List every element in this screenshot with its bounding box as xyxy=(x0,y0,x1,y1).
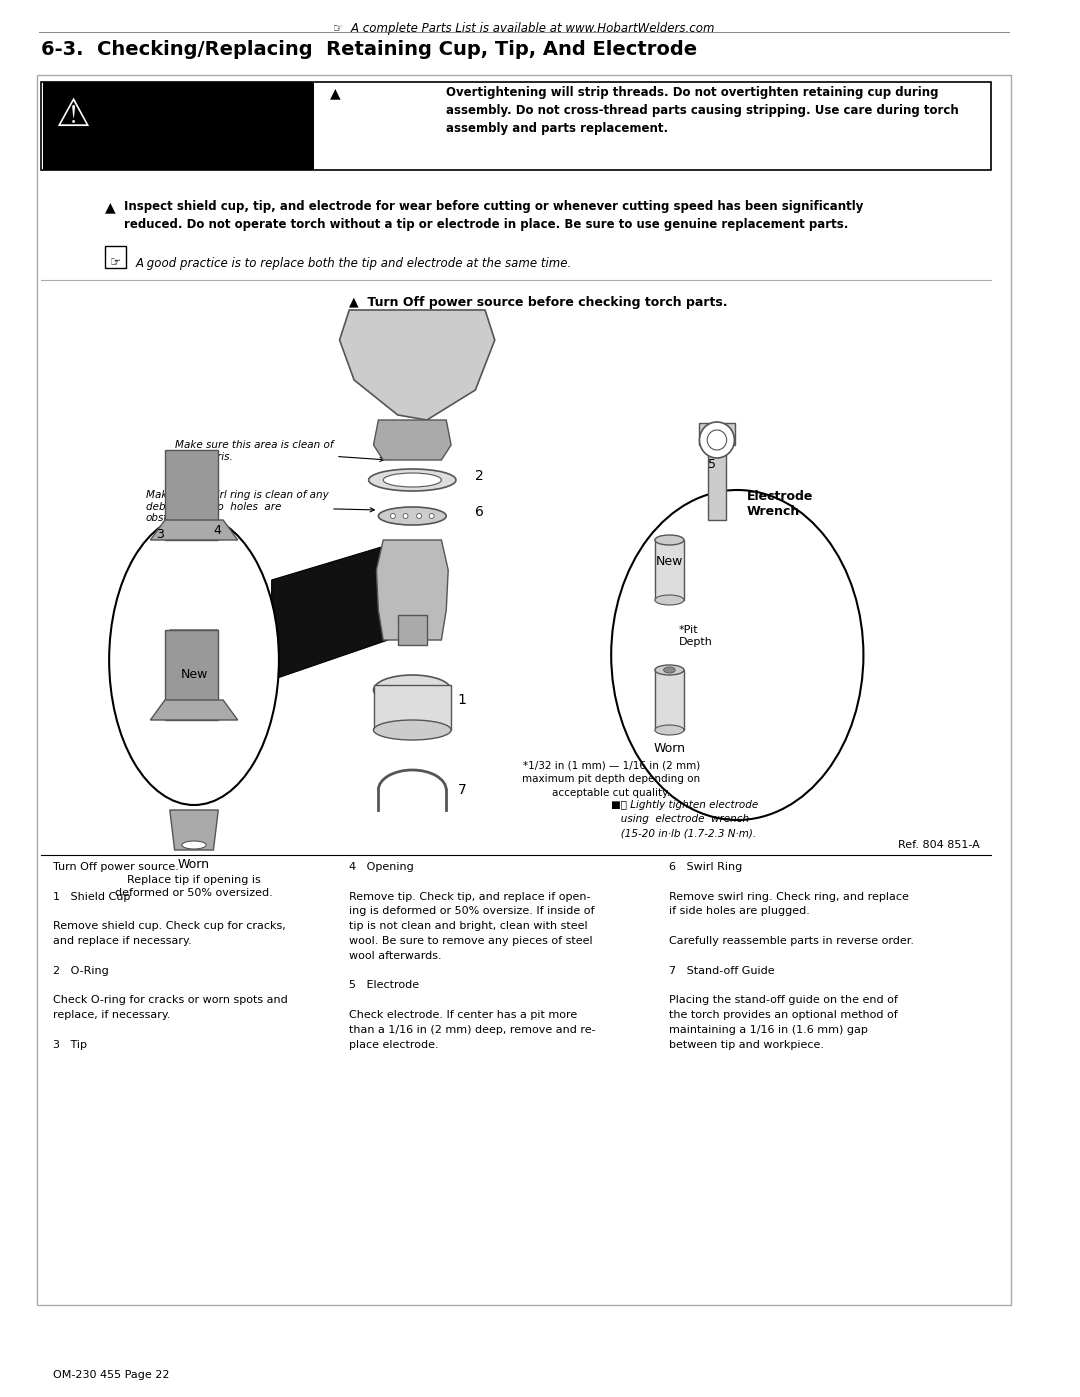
Text: Electrode
Wrench: Electrode Wrench xyxy=(747,490,813,518)
Text: ☞  A complete Parts List is available at www.HobartWelders.com: ☞ A complete Parts List is available at … xyxy=(333,22,715,35)
Text: 5: 5 xyxy=(708,458,716,472)
Text: 2: 2 xyxy=(475,469,484,483)
Ellipse shape xyxy=(378,507,446,525)
Text: 1: 1 xyxy=(458,693,467,707)
Text: ■ Lightly tighten electrode
   using  electrode  wrench
   (15-20 in·lb (1.7-2.: ■ Lightly tighten electrode using elect… xyxy=(611,800,758,838)
Bar xyxy=(165,450,218,541)
Ellipse shape xyxy=(391,514,395,518)
Text: 4   Opening

Remove tip. Check tip, and replace if open-
ing is deformed or 50% : 4 Opening Remove tip. Check tip, and rep… xyxy=(349,862,596,1049)
Text: New: New xyxy=(656,555,683,569)
Polygon shape xyxy=(339,310,495,420)
Polygon shape xyxy=(170,810,218,849)
Text: 7: 7 xyxy=(458,782,467,798)
Ellipse shape xyxy=(374,675,451,705)
Text: ▲: ▲ xyxy=(329,87,340,101)
Text: ▲: ▲ xyxy=(105,200,116,214)
Text: 6-3.  Checking/Replacing  Retaining Cup, Tip, And Electrode: 6-3. Checking/Replacing Retaining Cup, T… xyxy=(41,41,697,59)
Text: 3: 3 xyxy=(157,528,164,542)
Polygon shape xyxy=(170,630,218,659)
Text: 4: 4 xyxy=(214,524,221,536)
Text: *Pit
Depth: *Pit Depth xyxy=(679,624,713,647)
Bar xyxy=(654,671,684,731)
Text: New: New xyxy=(180,668,207,680)
Ellipse shape xyxy=(429,514,434,518)
Ellipse shape xyxy=(611,490,863,820)
Text: Make sure this area is clean of
any debris.: Make sure this area is clean of any debr… xyxy=(175,440,384,461)
Text: ▲  Turn Off power source before checking torch parts.: ▲ Turn Off power source before checking … xyxy=(349,296,728,309)
Text: Ref. 804 851-A: Ref. 804 851-A xyxy=(899,840,980,849)
Text: Worn: Worn xyxy=(178,858,210,870)
Ellipse shape xyxy=(654,665,684,675)
Ellipse shape xyxy=(383,474,442,488)
Text: 6   Swirl Ring

Remove swirl ring. Check ring, and replace
if side holes are plu: 6 Swirl Ring Remove swirl ring. Check ri… xyxy=(670,862,915,1049)
Text: Overtightening will strip threads. Do not overtighten retaining cup during
assem: Overtightening will strip threads. Do no… xyxy=(446,87,959,136)
Text: *1/32 in (1 mm) — 1/16 in (2 mm)
maximum pit depth depending on
acceptable cut q: *1/32 in (1 mm) — 1/16 in (2 mm) maximum… xyxy=(522,760,700,798)
Bar xyxy=(708,440,726,520)
Polygon shape xyxy=(150,520,238,541)
Text: Make sure swirl ring is clean of any
debris  and  no  holes  are
obstructed.: Make sure swirl ring is clean of any deb… xyxy=(146,490,375,524)
Ellipse shape xyxy=(417,514,421,518)
Polygon shape xyxy=(377,541,448,640)
Bar xyxy=(397,615,427,645)
Text: ☞: ☞ xyxy=(110,256,121,270)
Text: OM-230 455 Page 22: OM-230 455 Page 22 xyxy=(53,1370,170,1380)
Bar xyxy=(654,541,684,599)
Ellipse shape xyxy=(663,666,675,673)
Text: Replace tip if opening is
deformed or 50% oversized.: Replace tip if opening is deformed or 50… xyxy=(116,875,273,898)
Ellipse shape xyxy=(181,841,206,849)
Ellipse shape xyxy=(109,515,279,805)
Ellipse shape xyxy=(654,725,684,735)
Text: Turn Off power source.

1   Shield Cup

Remove shield cup. Check cup for cracks,: Turn Off power source. 1 Shield Cup Remo… xyxy=(53,862,288,1049)
Text: Worn: Worn xyxy=(653,742,686,754)
Bar xyxy=(37,75,1011,1305)
Ellipse shape xyxy=(654,535,684,545)
Ellipse shape xyxy=(374,719,451,740)
Text: Inspect shield cup, tip, and electrode for wear before cutting or whenever cutti: Inspect shield cup, tip, and electrode f… xyxy=(124,200,864,231)
Bar xyxy=(699,423,735,446)
Ellipse shape xyxy=(368,469,456,490)
Text: ⚠: ⚠ xyxy=(55,96,91,134)
Bar xyxy=(41,82,991,170)
Text: A good practice is to replace both the tip and electrode at the same time.: A good practice is to replace both the t… xyxy=(136,257,572,270)
Ellipse shape xyxy=(403,514,408,518)
Circle shape xyxy=(700,422,734,458)
Polygon shape xyxy=(374,420,451,460)
Bar xyxy=(374,685,451,731)
Polygon shape xyxy=(150,700,238,719)
Circle shape xyxy=(707,430,727,450)
Bar xyxy=(105,246,126,268)
Bar xyxy=(43,82,314,170)
Ellipse shape xyxy=(654,595,684,605)
Polygon shape xyxy=(272,545,388,680)
Text: 6: 6 xyxy=(475,504,484,520)
Bar xyxy=(165,630,218,719)
